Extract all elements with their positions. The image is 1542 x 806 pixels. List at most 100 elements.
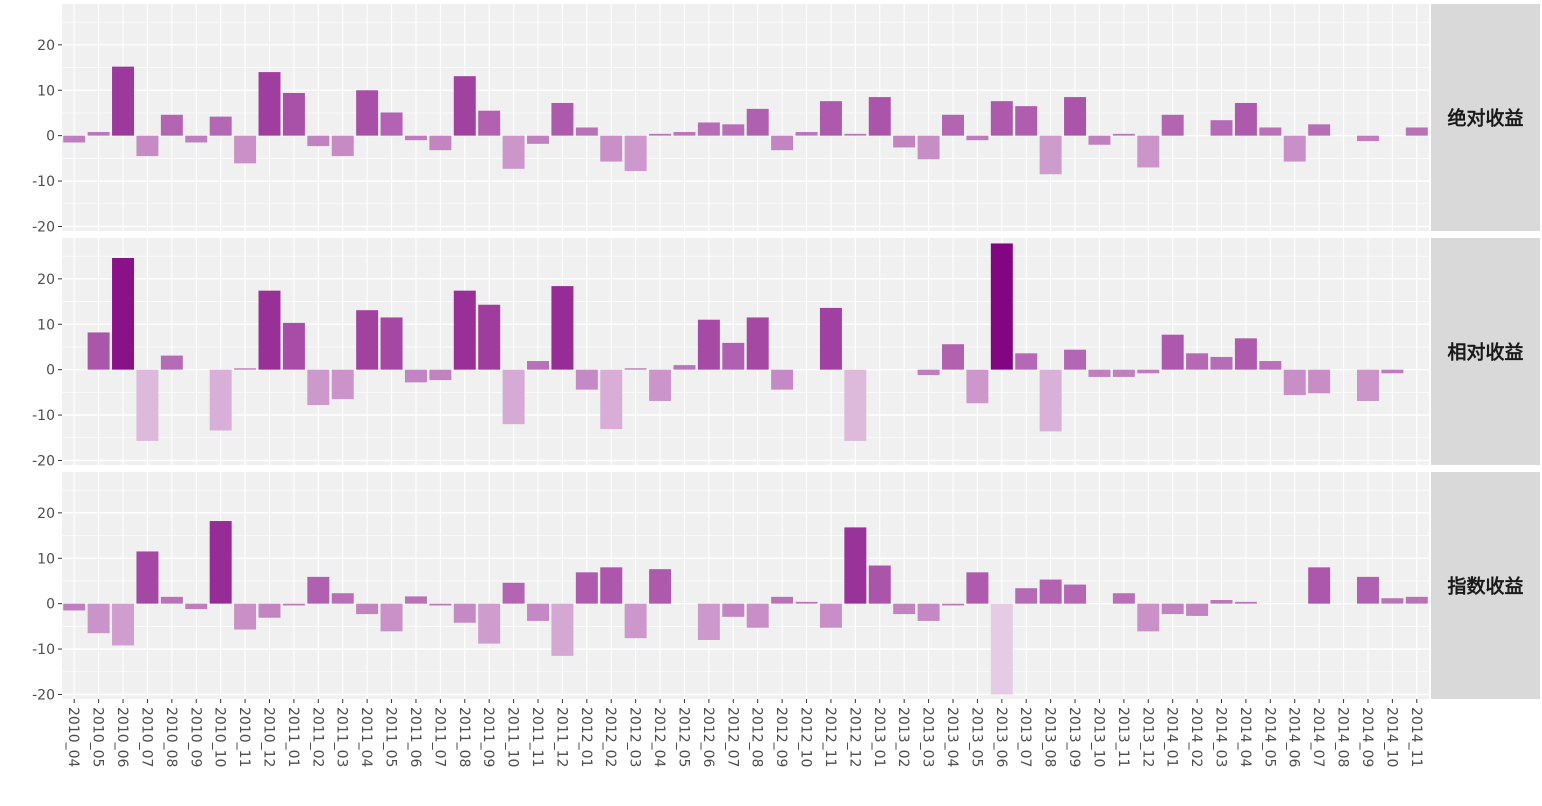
bar-2011_08 bbox=[453, 290, 476, 370]
bar-2011_03 bbox=[331, 369, 354, 400]
x-tick-label: 2011_04 bbox=[358, 707, 374, 768]
x-tick-label: 2012_11 bbox=[822, 707, 838, 767]
bar-2013_08 bbox=[1039, 579, 1062, 604]
bar-2014_09 bbox=[1356, 369, 1379, 401]
bar-2012_08 bbox=[746, 317, 769, 370]
facet-panel-3: -20 -10 0 10 20 指数收益 bbox=[32, 472, 1540, 703]
bar-2011_02 bbox=[307, 135, 330, 147]
bar-2013_03 bbox=[917, 369, 940, 376]
x-tick-label: 2011_06 bbox=[407, 707, 423, 768]
bar-2013_05 bbox=[966, 572, 989, 604]
y-tick-label: 0 bbox=[46, 597, 55, 613]
y-tick-label: 10 bbox=[37, 83, 55, 99]
x-tick-label: 2014_11 bbox=[1408, 707, 1424, 767]
bar-2014_03 bbox=[1210, 600, 1233, 604]
x-tick-label: 2013_04 bbox=[944, 707, 960, 768]
y-tick-label: 20 bbox=[37, 272, 55, 288]
bar-2012_07 bbox=[722, 603, 745, 617]
bar-2013_11 bbox=[1112, 133, 1135, 136]
y-tick-label: 20 bbox=[37, 38, 55, 54]
bar-2010_10 bbox=[209, 116, 232, 136]
bar-2014_10 bbox=[1381, 369, 1404, 374]
bar-2012_05 bbox=[673, 132, 696, 136]
y-tick-label: 10 bbox=[37, 551, 55, 567]
bar-2011_02 bbox=[307, 369, 330, 406]
bar-2011_01 bbox=[282, 92, 305, 136]
bar-2012_02 bbox=[600, 567, 623, 604]
bar-2014_02 bbox=[1186, 603, 1209, 616]
bar-2012_08 bbox=[746, 108, 769, 136]
x-tick-label: 2011_07 bbox=[431, 707, 447, 767]
x-tick-label: 2012_08 bbox=[749, 707, 765, 767]
bar-2013_05 bbox=[966, 135, 989, 141]
bar-2013_04 bbox=[942, 114, 964, 136]
x-tick-label: 2013_06 bbox=[993, 707, 1009, 768]
bar-2012_11 bbox=[819, 603, 842, 628]
bar-2014_07 bbox=[1308, 567, 1331, 604]
facet-panel-1: -20 -10 0 10 20 绝对收益 bbox=[32, 4, 1540, 235]
x-tick-label: 2010_05 bbox=[90, 707, 106, 767]
bar-2013_07 bbox=[1015, 106, 1038, 136]
bar-2012_04 bbox=[649, 569, 672, 604]
bar-2014_01 bbox=[1161, 603, 1184, 615]
bar-2012_01 bbox=[575, 369, 598, 390]
x-tick-label: 2014_03 bbox=[1213, 707, 1229, 767]
bar-2011_07 bbox=[429, 135, 452, 151]
bar-2014_01 bbox=[1161, 334, 1184, 370]
bar-2010_09 bbox=[185, 135, 208, 143]
bar-2013_03 bbox=[917, 603, 940, 621]
bar-2011_10 bbox=[502, 135, 525, 169]
x-tick-label: 2014_07 bbox=[1310, 707, 1326, 767]
bar-2011_10 bbox=[502, 582, 525, 604]
x-tick-label: 2012_03 bbox=[627, 707, 643, 767]
x-tick-label: 2012_12 bbox=[846, 707, 862, 767]
bar-2010_10 bbox=[209, 369, 232, 431]
x-tick-label: 2010_07 bbox=[138, 707, 154, 767]
bar-2012_01 bbox=[575, 572, 598, 604]
x-tick-label: 2013_08 bbox=[1042, 707, 1058, 767]
bar-2010_12 bbox=[258, 72, 281, 136]
bar-2012_03 bbox=[624, 368, 647, 370]
bar-2013_01 bbox=[868, 565, 891, 604]
x-tick-label: 2013_05 bbox=[968, 707, 984, 767]
y-tick-label: -20 bbox=[32, 687, 55, 703]
bar-2010_12 bbox=[258, 603, 281, 618]
bar-2010_10 bbox=[209, 521, 232, 604]
bar-2011_05 bbox=[380, 317, 403, 370]
bar-2012_06 bbox=[697, 603, 720, 640]
x-tick-label: 2014_06 bbox=[1286, 707, 1302, 768]
bar-2011_11 bbox=[527, 361, 549, 370]
y-tick-label: -20 bbox=[32, 219, 55, 235]
bar-2014_06 bbox=[1283, 369, 1306, 396]
bar-2012_04 bbox=[649, 369, 672, 401]
x-tick-label: 2011_01 bbox=[285, 707, 301, 767]
facet-strip bbox=[1431, 4, 1540, 231]
x-tick-label: 2012_04 bbox=[651, 707, 667, 768]
bar-2013_07 bbox=[1015, 353, 1038, 370]
bar-2012_09 bbox=[771, 596, 794, 604]
bar-2013_06 bbox=[990, 243, 1013, 370]
bar-2010_08 bbox=[160, 114, 183, 136]
bar-2012_09 bbox=[771, 369, 794, 390]
bar-2011_06 bbox=[404, 369, 427, 383]
bar-2010_08 bbox=[160, 355, 183, 370]
x-tick-label: 2013_02 bbox=[895, 707, 911, 767]
bar-2014_04 bbox=[1234, 338, 1257, 370]
bar-2012_10 bbox=[795, 132, 818, 136]
x-tick-label: 2013_12 bbox=[1139, 707, 1155, 767]
bar-2014_03 bbox=[1210, 120, 1233, 136]
bar-2011_01 bbox=[282, 322, 305, 370]
x-tick-label: 2014_04 bbox=[1237, 707, 1253, 768]
bar-2013_06 bbox=[990, 603, 1013, 695]
bar-2010_11 bbox=[234, 368, 257, 370]
x-tick-label: 2011_03 bbox=[334, 707, 350, 767]
x-tick-label: 2012_02 bbox=[602, 707, 618, 767]
bar-2014_05 bbox=[1259, 361, 1282, 370]
bar-2010_12 bbox=[258, 290, 281, 370]
x-tick-label: 2011_10 bbox=[505, 707, 521, 767]
bar-2012_06 bbox=[697, 122, 720, 136]
bar-2013_09 bbox=[1064, 584, 1087, 604]
bar-2012_05 bbox=[673, 365, 696, 370]
bar-2013_02 bbox=[893, 135, 916, 148]
